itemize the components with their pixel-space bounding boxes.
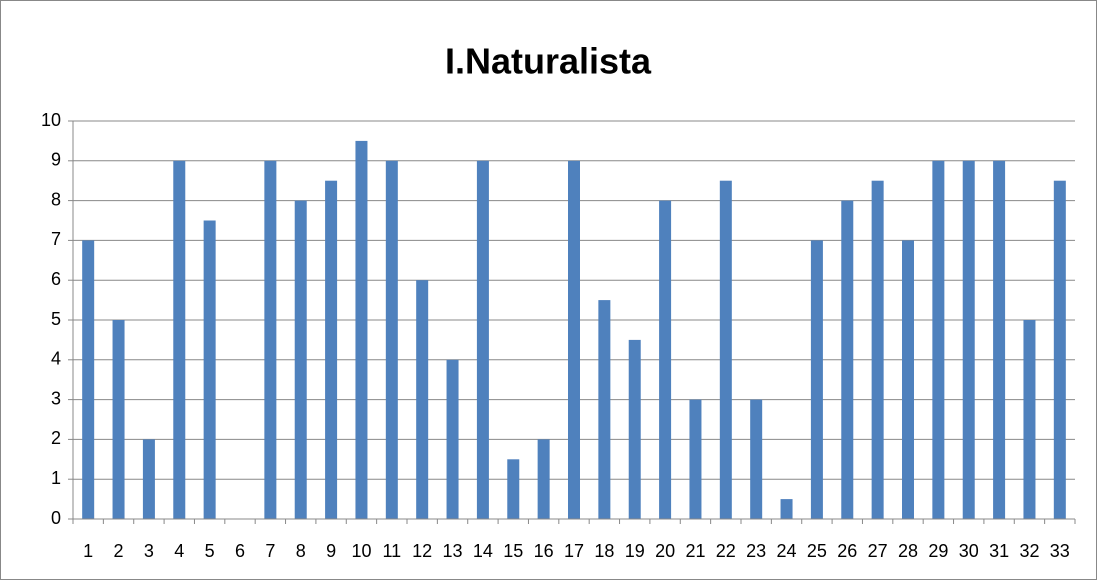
x-tick-label: 13: [443, 541, 463, 561]
bar: [1053, 180, 1066, 519]
y-tick-label: 6: [51, 269, 61, 289]
bar: [82, 240, 95, 519]
x-tick-label: 27: [868, 541, 888, 561]
bar: [1023, 320, 1036, 519]
bar: [659, 200, 672, 519]
bar: [841, 200, 854, 519]
x-tick-label: 5: [205, 541, 215, 561]
bar: [628, 339, 641, 519]
x-tick-label: 26: [837, 541, 857, 561]
bar: [598, 300, 611, 519]
x-tick-label: 6: [235, 541, 245, 561]
x-tick-label: 10: [351, 541, 371, 561]
bar: [902, 240, 914, 519]
x-tick-label: 18: [594, 541, 614, 561]
x-tick-label: 14: [473, 541, 493, 561]
bar: [719, 180, 732, 519]
x-tick-label: 25: [807, 541, 827, 561]
bar: [962, 160, 975, 520]
bar: [750, 399, 763, 519]
x-tick-label: 4: [174, 541, 184, 561]
x-tick-label: 7: [265, 541, 275, 561]
x-tick-label: 32: [1019, 541, 1039, 561]
bar: [993, 160, 1006, 520]
y-tick-label: 0: [51, 508, 61, 528]
x-tick-label: 31: [989, 541, 1009, 561]
bar: [507, 459, 520, 519]
bar: [476, 160, 489, 520]
y-tick-label: 1: [51, 468, 61, 488]
x-tick-label: 28: [898, 541, 918, 561]
y-tick-label: 10: [41, 110, 61, 130]
x-tick-label: 21: [685, 541, 705, 561]
x-tick-label: 16: [534, 541, 554, 561]
bar: [537, 439, 550, 519]
x-tick-label: 33: [1050, 541, 1070, 561]
bar: [173, 160, 186, 520]
x-tick-label: 19: [625, 541, 645, 561]
y-tick-label: 3: [51, 388, 61, 408]
bar: [325, 180, 338, 519]
x-tick-label: 22: [716, 541, 736, 561]
x-tick-label: 2: [114, 541, 124, 561]
bar: [264, 160, 277, 520]
y-tick-label: 2: [51, 428, 61, 448]
y-tick-label: 7: [51, 229, 61, 249]
bar: [112, 320, 125, 519]
y-tick-label: 4: [51, 349, 61, 369]
x-tick-label: 11: [382, 541, 401, 561]
chart-title: I.Naturalista: [445, 41, 652, 82]
x-tick-label: 12: [412, 541, 432, 561]
y-tick-label: 9: [51, 150, 61, 170]
x-tick-label: 23: [746, 541, 766, 561]
bar: [385, 160, 398, 520]
bar: [294, 200, 307, 519]
x-tick-label: 29: [928, 541, 948, 561]
x-tick-label: 24: [777, 541, 797, 561]
x-tick-label: 15: [503, 541, 523, 561]
bar: [871, 180, 884, 519]
x-tick-label: 3: [144, 541, 154, 561]
bar: [142, 439, 155, 519]
x-tick-label: 20: [655, 541, 675, 561]
bar: [689, 399, 702, 519]
x-tick-label: 1: [83, 541, 93, 561]
bar: [446, 359, 459, 519]
x-tick-label: 9: [326, 541, 336, 561]
bar: [780, 499, 793, 519]
x-tick-label: 17: [564, 541, 584, 561]
y-tick-label: 5: [51, 309, 61, 329]
bar: [932, 160, 945, 520]
bar: [355, 140, 368, 519]
x-tick-label: 30: [959, 541, 979, 561]
x-tick-label: 8: [296, 541, 306, 561]
bar: [568, 160, 580, 520]
bar: [810, 240, 823, 519]
bar: [203, 220, 216, 519]
bar: [416, 280, 429, 519]
y-tick-label: 8: [51, 189, 61, 209]
